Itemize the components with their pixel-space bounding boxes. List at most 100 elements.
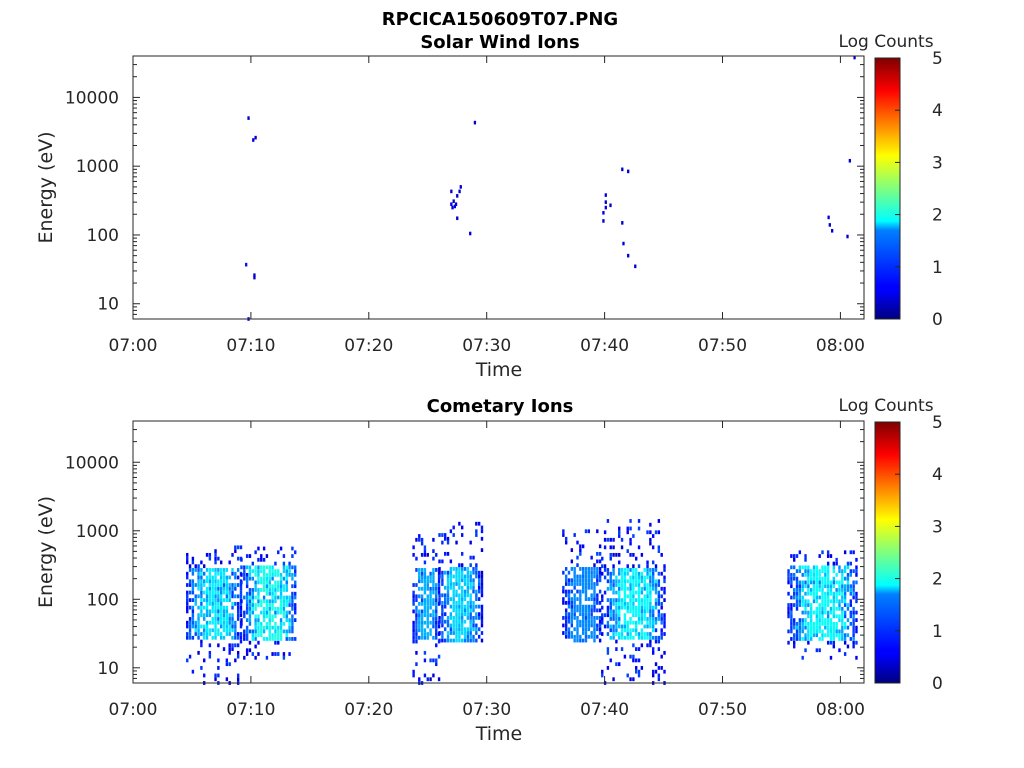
data-cell: [567, 589, 571, 594]
data-cell: [581, 578, 585, 583]
data-cell: [452, 616, 455, 620]
data-cell: [248, 588, 252, 592]
data-cell: [208, 632, 212, 636]
data-cell: [415, 617, 418, 621]
data-cell: [618, 530, 621, 535]
data-cell: [234, 545, 237, 550]
data-cell: [663, 564, 666, 569]
data-cell: [576, 623, 579, 628]
data-cell: [426, 552, 429, 557]
data-cell: [646, 590, 649, 595]
data-cell: [570, 559, 574, 564]
data-cell: [282, 614, 286, 619]
data-cell: [441, 578, 444, 583]
data-cell: [205, 624, 209, 629]
data-cell: [562, 597, 565, 601]
data-cell: [248, 572, 252, 577]
data-cell: [852, 621, 855, 626]
data-cell: [562, 600, 565, 605]
data-cell: [832, 561, 836, 566]
y-axis-label: Energy (eV): [35, 131, 57, 243]
data-cell: [629, 617, 632, 621]
data-cell: [609, 635, 612, 640]
colorbar-scale: [874, 57, 901, 320]
data-cell: [637, 598, 641, 602]
data-cell: [222, 571, 226, 576]
y-tick-label: 10: [97, 659, 119, 679]
data-cell: [294, 584, 297, 589]
data-cell: [435, 635, 438, 640]
data-cell: [444, 597, 447, 601]
data-cell: [251, 588, 254, 592]
data-cell: [570, 597, 574, 601]
data-cell: [217, 568, 220, 572]
data-cell: [626, 673, 629, 678]
data-cell: [208, 594, 212, 599]
data-cell: [567, 578, 571, 583]
data-cell: [620, 586, 624, 591]
data-cell: [826, 610, 830, 615]
data-cell: [446, 638, 450, 643]
data-cell: [795, 633, 799, 638]
data-cell: [435, 586, 438, 591]
data-cell: [463, 638, 467, 643]
data-cell: [838, 629, 841, 634]
data-cell: [268, 588, 271, 592]
data-cell: [254, 588, 257, 592]
data-cell: [279, 610, 283, 615]
data-cell: [643, 568, 646, 572]
data-cell: [254, 633, 257, 638]
data-cell: [188, 628, 192, 633]
data-cell: [826, 569, 830, 574]
x-tick-label: 07:20: [344, 336, 393, 356]
data-cell: [618, 571, 621, 576]
data-cell: [429, 594, 432, 599]
data-cell: [598, 570, 602, 575]
data-cell: [234, 628, 237, 633]
data-cell: [855, 640, 858, 645]
data-cell: [632, 609, 635, 614]
data-cell: [248, 606, 252, 611]
data-cell: [654, 605, 658, 610]
data-cell: [191, 583, 195, 587]
data-cell: [573, 585, 576, 590]
data-cell: [579, 638, 582, 643]
data-cell: [790, 580, 793, 585]
data-cell: [654, 586, 658, 591]
data-cell: [186, 590, 189, 595]
data-cell: [211, 590, 214, 595]
data-cell: [793, 591, 796, 596]
data-cell: [793, 565, 796, 570]
data-cell: [640, 571, 644, 576]
data-cell: [826, 576, 830, 581]
data-cell: [809, 629, 813, 634]
data-cell: [855, 618, 858, 623]
data-cell: [214, 605, 217, 610]
data-cell: [615, 647, 618, 651]
data-cell: [663, 632, 666, 636]
data-cell: [663, 568, 666, 572]
data-cell: [435, 568, 438, 572]
data-cell: [475, 533, 478, 537]
data-cell: [444, 593, 447, 598]
data-cell: [815, 591, 819, 596]
data-cell: [579, 597, 582, 601]
data-cell: [274, 625, 277, 630]
data-cell: [475, 627, 478, 632]
data-cell: [469, 634, 472, 639]
data-cell: [429, 620, 432, 625]
data-cell: [807, 572, 810, 577]
data-cell: [240, 580, 243, 585]
data-cell: [593, 638, 596, 643]
data-cell: [824, 599, 827, 604]
data-cell: [460, 533, 464, 537]
data-cell: [452, 593, 455, 598]
data-cell: [649, 579, 652, 584]
data-cell: [197, 594, 200, 599]
data-cell: [438, 533, 441, 537]
data-cell: [793, 603, 796, 607]
data-cell: [260, 588, 263, 592]
data-cell: [257, 618, 260, 623]
